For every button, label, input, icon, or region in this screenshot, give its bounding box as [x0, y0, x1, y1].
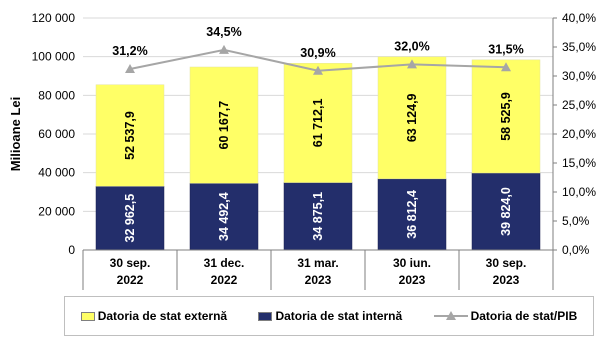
- y2-tick-label: 20,0%: [562, 127, 596, 141]
- y-tick-label: 20 000: [38, 204, 75, 218]
- bar-internal: [471, 172, 541, 251]
- bar-label-internal: 34 492,4: [217, 192, 231, 241]
- bar-external: [189, 66, 259, 184]
- bar-internal: [283, 182, 353, 251]
- ratio-label: 30,9%: [300, 46, 335, 60]
- x-category-label: 2022: [211, 273, 238, 287]
- ratio-label: 32,0%: [394, 39, 429, 53]
- y-tick-label: 0: [68, 243, 75, 257]
- ratio-marker: [313, 65, 323, 75]
- bar-label-external: 61 712,1: [311, 99, 325, 148]
- right-axis: 0,0% 5,0% 10,0% 15,0% 20,0% 25,0% 30,0% 35,0% 40…: [552, 11, 596, 257]
- y2-tick-label: 30,0%: [562, 69, 596, 83]
- ratio-marker: [219, 44, 229, 54]
- x-category-label: 2023: [305, 273, 332, 287]
- y-tick-label: 60 000: [38, 127, 75, 141]
- legend-swatch-ratio: [433, 311, 468, 321]
- bar-label-external: 52 537,9: [123, 111, 137, 160]
- x-category-label: 30 sep.: [486, 256, 527, 270]
- ratio-marker: [407, 59, 417, 69]
- x-category-label: 31 dec.: [204, 256, 245, 270]
- y-tick-label: 40 000: [38, 166, 75, 180]
- legend-swatch-external: [80, 311, 95, 321]
- legend-label-internal: Datoria de stat internă: [275, 309, 403, 323]
- ratio-label: 31,5%: [488, 42, 523, 56]
- bar-external: [377, 56, 447, 180]
- bar-label-internal: 36 812,4: [405, 190, 419, 239]
- y-tick-label: 120 000: [32, 11, 76, 25]
- bar-label-internal: 34 875,1: [311, 192, 325, 241]
- bar-label-external: 63 124,9: [405, 93, 419, 142]
- legend-item-external: Datoria de stat externă: [80, 309, 228, 323]
- x-category-label: 2023: [399, 273, 426, 287]
- bar-internal: [95, 186, 165, 251]
- legend: Datoria de stat externă Datoria de stat …: [64, 296, 594, 336]
- x-category-label: 2022: [117, 273, 144, 287]
- x-category-label: 31 mar.: [297, 256, 338, 270]
- bar-internal: [189, 183, 259, 251]
- bar-label-internal: 32 962,5: [123, 194, 137, 243]
- ratio-label: 34,5%: [206, 25, 241, 39]
- legend-label-ratio: Datoria de stat/PIB: [470, 309, 578, 323]
- y-tick-label: 80 000: [38, 88, 75, 102]
- ratio-marker: [501, 62, 511, 72]
- legend-item-internal: Datoria de stat internă: [258, 309, 402, 323]
- legend-item-ratio: Datoria de stat/PIB: [433, 309, 578, 323]
- y2-tick-label: 15,0%: [562, 156, 596, 170]
- bar-label-internal: 39 824,0: [499, 187, 513, 236]
- legend-swatch-internal: [258, 311, 273, 321]
- y2-tick-label: 25,0%: [562, 98, 596, 112]
- gdp-ratio-line: 31,2% 34,5% 30,9% 32,0% 31,5%: [112, 25, 524, 75]
- x-category-label: 30 sep.: [110, 256, 151, 270]
- ratio-marker: [125, 64, 135, 74]
- bar-label-external: 60 167,7: [217, 101, 231, 150]
- bar-label-external: 58 525,9: [499, 92, 513, 141]
- y-axis-label: Milioane Lei: [8, 97, 23, 171]
- x-category-label: 2023: [493, 273, 520, 287]
- ratio-label: 31,2%: [112, 44, 147, 58]
- y-tick-label: 100 000: [32, 50, 76, 64]
- legend-label-external: Datoria de stat externă: [97, 309, 228, 323]
- y2-tick-label: 5,0%: [562, 214, 590, 228]
- x-category-label: 30 iun.: [393, 256, 431, 270]
- x-axis: 30 sep. 2022 31 dec. 2022 31 mar. 2023 30 iun.…: [82, 249, 554, 290]
- y2-tick-label: 40,0%: [562, 11, 596, 25]
- bar-external: [95, 84, 165, 187]
- y2-tick-label: 10,0%: [562, 185, 596, 199]
- bar-external: [471, 59, 541, 174]
- bar-external: [283, 63, 353, 183]
- bars: 32 962,5 52 537,9 34 492,4 60 167,7 34 875,1…: [95, 56, 541, 251]
- y2-tick-label: 0,0%: [562, 243, 590, 257]
- y2-tick-label: 35,0%: [562, 40, 596, 54]
- left-axis: 0 20 000 40 000 60 000 80 000 100 000 120 000: [32, 11, 76, 257]
